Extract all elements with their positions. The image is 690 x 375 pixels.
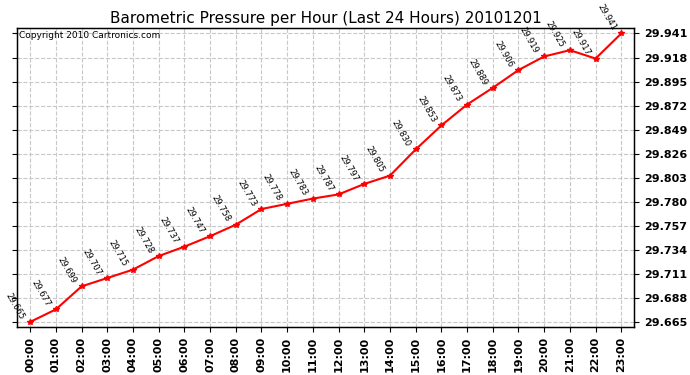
Text: 29.805: 29.805 xyxy=(364,145,386,174)
Text: 29.758: 29.758 xyxy=(210,194,232,224)
Text: 29.787: 29.787 xyxy=(313,164,335,194)
Text: 29.925: 29.925 xyxy=(544,20,566,49)
Text: 29.773: 29.773 xyxy=(235,178,257,208)
Text: 29.906: 29.906 xyxy=(493,39,515,69)
Text: 29.665: 29.665 xyxy=(4,291,26,321)
Text: 29.737: 29.737 xyxy=(158,216,181,246)
Text: 29.889: 29.889 xyxy=(466,57,489,87)
Title: Barometric Pressure per Hour (Last 24 Hours) 20101201: Barometric Pressure per Hour (Last 24 Ho… xyxy=(110,11,542,26)
Text: 29.778: 29.778 xyxy=(261,173,284,203)
Text: 29.917: 29.917 xyxy=(569,28,592,57)
Text: 29.707: 29.707 xyxy=(81,247,104,277)
Text: 29.728: 29.728 xyxy=(132,225,155,255)
Text: 29.873: 29.873 xyxy=(441,74,463,104)
Text: 29.941: 29.941 xyxy=(595,3,618,32)
Text: 29.783: 29.783 xyxy=(286,168,309,198)
Text: 29.699: 29.699 xyxy=(55,256,78,285)
Text: Copyright 2010 Cartronics.com: Copyright 2010 Cartronics.com xyxy=(19,31,160,40)
Text: 29.715: 29.715 xyxy=(107,239,129,268)
Text: 29.797: 29.797 xyxy=(338,153,360,183)
Text: 29.830: 29.830 xyxy=(389,119,412,148)
Text: 29.677: 29.677 xyxy=(30,279,52,308)
Text: 29.747: 29.747 xyxy=(184,206,206,235)
Text: 29.853: 29.853 xyxy=(415,94,437,124)
Text: 29.919: 29.919 xyxy=(518,26,540,56)
